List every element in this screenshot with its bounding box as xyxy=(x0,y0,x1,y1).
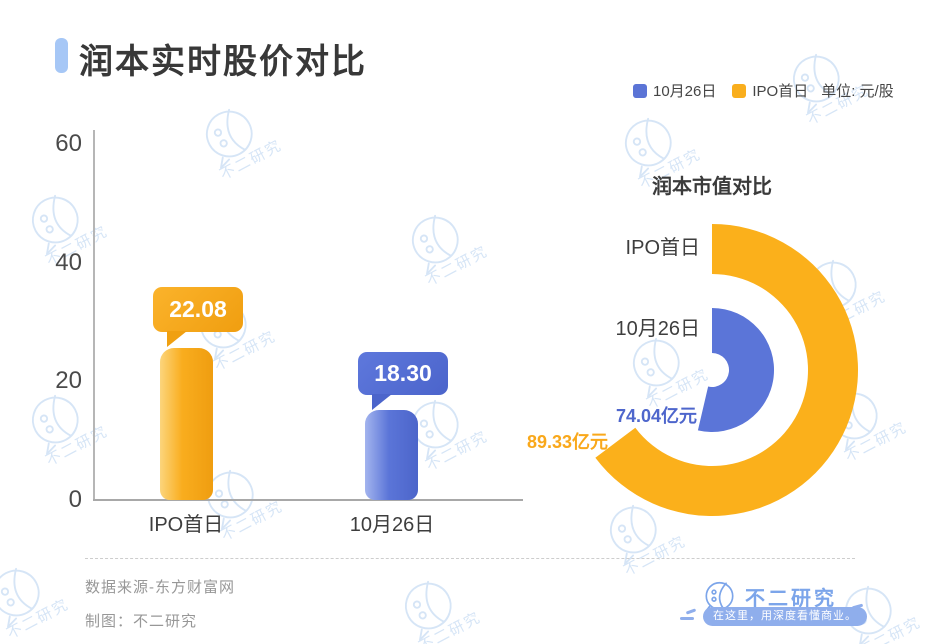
page-title: 润本实时股价对比 xyxy=(79,43,367,81)
legend-label: 10月26日 xyxy=(653,83,717,100)
legend-swatch-blue-icon xyxy=(633,83,647,98)
unit-label: 单位: 元/股 xyxy=(821,83,894,100)
legend-label: IPO首日 xyxy=(752,83,809,100)
doodle-logo-icon xyxy=(0,567,40,628)
bar-ipo-day xyxy=(160,348,213,500)
legend-item-ipo: IPO首日 xyxy=(732,80,808,101)
watermark-text: 不二研究 xyxy=(621,532,690,580)
watermark: 不二研究 xyxy=(187,94,285,188)
watermark: 不二研究 xyxy=(393,200,491,294)
value-label: 18.30 xyxy=(374,360,432,386)
x-category-oct26: 10月26日 xyxy=(349,514,435,536)
data-source-text: 数据来源-东方财富网 xyxy=(85,579,235,596)
watermark-text: 不二研究 xyxy=(217,136,286,184)
y-tick-label: 0 xyxy=(68,486,82,513)
radial-bar-chart xyxy=(595,224,859,516)
banner-dash-icon xyxy=(857,613,865,616)
watermark-text: 不二研究 xyxy=(423,242,492,290)
arc-oct26 xyxy=(697,308,775,432)
title-accent-bar xyxy=(55,38,68,73)
watermark-text: 不二研究 xyxy=(416,608,485,644)
credit-text: 制图：不二研究 xyxy=(85,613,198,630)
watermark-text: 不二研究 xyxy=(211,327,280,375)
watermark: 不二研究 xyxy=(0,553,72,644)
y-tick-label: 60 xyxy=(55,130,82,157)
banner-dash-icon xyxy=(680,617,694,620)
doodle-logo-icon xyxy=(205,108,253,169)
watermark: 不二研究 xyxy=(386,566,484,644)
doodle-logo-icon xyxy=(411,214,459,275)
donut-category-ipo: IPO首日 xyxy=(625,237,700,259)
y-tick-label: 40 xyxy=(55,248,82,276)
chart-legend: 10月26日 IPO首日 单位: 元/股 xyxy=(633,80,894,101)
bar-oct26 xyxy=(365,410,418,500)
doodle-logo-icon xyxy=(404,580,452,641)
x-category-ipo: IPO首日 xyxy=(148,514,224,536)
legend-item-oct26: 10月26日 xyxy=(633,80,716,101)
footer-separator xyxy=(85,558,855,559)
donut-category-oct26: 10月26日 xyxy=(615,318,701,340)
donut-chart-title: 润本市值对比 xyxy=(652,176,772,198)
brand-name: 不二研究 xyxy=(745,588,837,610)
watermark-text: 不二研究 xyxy=(423,427,492,475)
watermark-text: 不二研究 xyxy=(43,422,112,470)
watermark-text: 不二研究 xyxy=(4,595,73,643)
value-callout-oct26: 18.30 xyxy=(358,352,448,410)
y-axis-line xyxy=(93,130,95,501)
y-tick-label: 20 xyxy=(55,367,82,395)
doodle-logo-icon xyxy=(31,194,79,255)
brand-tagline-banner: 在这里，用深度看懂商业。 xyxy=(703,607,867,626)
arc-ipo-day xyxy=(595,224,859,516)
x-axis-line xyxy=(93,499,523,501)
donut-value-oct26: 74.04亿元 xyxy=(615,406,697,426)
banner-dash-icon xyxy=(685,608,697,615)
donut-value-ipo: 89.33亿元 xyxy=(527,432,609,452)
legend-swatch-yellow-icon xyxy=(732,83,747,98)
value-label: 22.08 xyxy=(169,296,227,322)
value-callout-ipo: 22.08 xyxy=(153,287,243,347)
